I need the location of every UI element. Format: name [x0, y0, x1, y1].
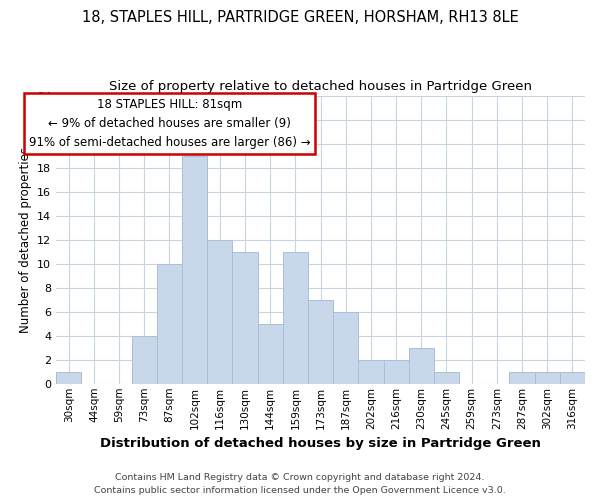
Bar	[232, 252, 257, 384]
Title: Size of property relative to detached houses in Partridge Green: Size of property relative to detached ho…	[109, 80, 532, 93]
Bar	[257, 324, 283, 384]
Bar	[308, 300, 333, 384]
Text: 18 STAPLES HILL: 81sqm
← 9% of detached houses are smaller (9)
91% of semi-detac: 18 STAPLES HILL: 81sqm ← 9% of detached …	[29, 98, 310, 149]
Y-axis label: Number of detached properties: Number of detached properties	[19, 146, 32, 332]
Text: Contains HM Land Registry data © Crown copyright and database right 2024.
Contai: Contains HM Land Registry data © Crown c…	[94, 473, 506, 495]
X-axis label: Distribution of detached houses by size in Partridge Green: Distribution of detached houses by size …	[100, 437, 541, 450]
Bar	[283, 252, 308, 384]
Bar	[560, 372, 585, 384]
Bar	[207, 240, 232, 384]
Bar	[383, 360, 409, 384]
Bar	[409, 348, 434, 384]
Bar	[182, 156, 207, 384]
Bar	[132, 336, 157, 384]
Bar	[157, 264, 182, 384]
Bar	[434, 372, 459, 384]
Text: 18, STAPLES HILL, PARTRIDGE GREEN, HORSHAM, RH13 8LE: 18, STAPLES HILL, PARTRIDGE GREEN, HORSH…	[82, 10, 518, 25]
Bar	[333, 312, 358, 384]
Bar	[358, 360, 383, 384]
Bar	[56, 372, 82, 384]
Bar	[535, 372, 560, 384]
Bar	[509, 372, 535, 384]
